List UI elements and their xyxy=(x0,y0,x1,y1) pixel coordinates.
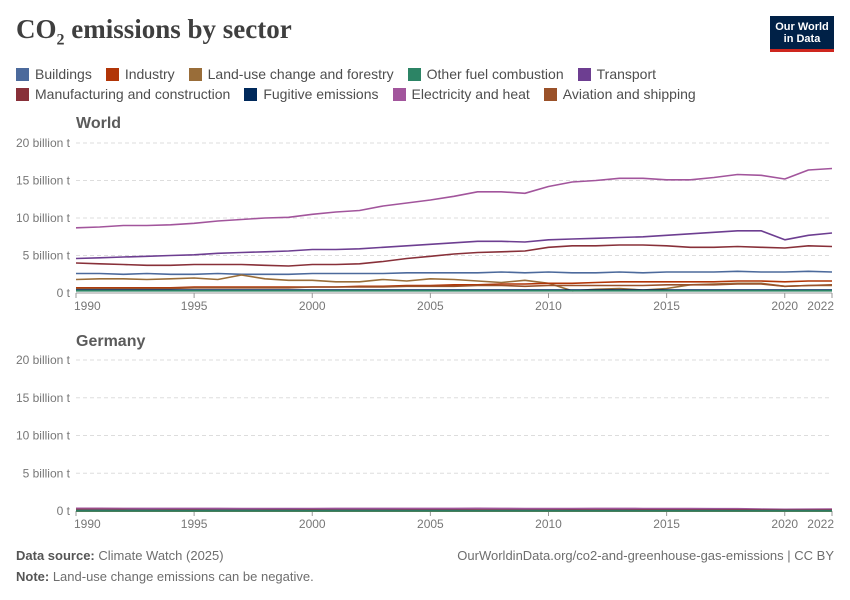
series-line-manufacturing-and-construction xyxy=(75,244,833,267)
x-tick-label: 2022 xyxy=(807,299,834,313)
title-co: CO xyxy=(16,14,57,44)
x-tick-label: 2015 xyxy=(653,299,680,313)
x-tick-label: 1990 xyxy=(74,299,101,313)
panel-title: Germany xyxy=(76,333,145,350)
x-tick-label: 2005 xyxy=(417,517,444,531)
legend-swatch xyxy=(577,67,591,81)
x-tick-label: 2020 xyxy=(771,299,798,313)
legend-item-aviation-and-shipping[interactable]: Aviation and shipping xyxy=(543,85,696,103)
panel-world: World 0 t 5 billion t 10 billion t 15 billio… xyxy=(16,115,834,313)
legend-swatch xyxy=(543,87,557,101)
legend-label: Transport xyxy=(596,66,657,82)
panel-title: World xyxy=(76,115,121,132)
logo-line-1: Our World xyxy=(775,21,829,33)
title-subscript: 2 xyxy=(56,31,65,49)
y-tick-label: 20 billion t xyxy=(16,136,71,150)
panel-germany: Germany 0 t 5 billion t 10 billion t 15 bill… xyxy=(16,333,834,531)
x-tick-label: 2020 xyxy=(771,517,798,531)
url-text: OurWorldinData.org/co2-and-greenhouse-ga… xyxy=(457,548,834,563)
legend-item-buildings[interactable]: Buildings xyxy=(16,65,92,83)
x-tick-label: 2010 xyxy=(535,299,562,313)
x-tick-label: 2015 xyxy=(653,517,680,531)
y-tick-label: 15 billion t xyxy=(16,391,71,405)
legend-label: Electricity and heat xyxy=(411,86,530,102)
legend-item-land-use-change-and-forestry[interactable]: Land-use change and forestry xyxy=(188,65,394,83)
logo-line-2: in Data xyxy=(783,33,821,45)
legend-item-manufacturing-and-construction[interactable]: Manufacturing and construction xyxy=(16,85,230,103)
legend-item-industry[interactable]: Industry xyxy=(105,65,175,83)
legend-item-other-fuel-combustion[interactable]: Other fuel combustion xyxy=(407,65,564,83)
owid-logo[interactable]: Our World in Data xyxy=(770,16,834,52)
legend-label: Other fuel combustion xyxy=(426,66,564,82)
series-line-transport xyxy=(75,230,833,260)
x-tick-label: 1995 xyxy=(181,299,208,313)
legend: Buildings Industry Land-use change and for… xyxy=(16,65,736,103)
source-value: Climate Watch (2025) xyxy=(94,548,224,563)
legend-swatch xyxy=(244,87,258,101)
y-tick-label: 5 billion t xyxy=(23,249,71,263)
x-tick-label: 1995 xyxy=(181,517,208,531)
legend-label: Fugitive emissions xyxy=(263,86,379,102)
series-line-aviation-and-shipping xyxy=(76,283,833,290)
y-tick-label: 10 billion t xyxy=(16,211,71,225)
legend-label: Buildings xyxy=(35,66,92,82)
legend-label: Aviation and shipping xyxy=(562,86,696,102)
y-tick-label: 15 billion t xyxy=(16,174,71,188)
legend-label: Land-use change and forestry xyxy=(207,66,394,82)
y-tick-label: 5 billion t xyxy=(23,466,71,480)
legend-label: Manufacturing and construction xyxy=(35,86,231,102)
y-tick-label: 20 billion t xyxy=(16,353,71,367)
x-tick-label: 1990 xyxy=(74,517,101,531)
x-tick-label: 2005 xyxy=(417,299,444,313)
legend-swatch xyxy=(392,87,406,101)
legend-swatch xyxy=(16,67,29,81)
legend-swatch xyxy=(105,67,119,81)
legend-swatch xyxy=(188,67,202,81)
note-value: Land-use change emissions can be negativ… xyxy=(49,569,314,584)
legend-swatch xyxy=(16,87,29,101)
chart-title: CO2 emissions by sector xyxy=(16,14,292,49)
source-label: Data source: xyxy=(16,548,95,563)
series-line-electricity-and-heat xyxy=(76,507,833,511)
y-tick-label: 10 billion t xyxy=(16,429,71,443)
legend-label: Industry xyxy=(124,66,175,82)
legend-item-transport[interactable]: Transport xyxy=(577,65,657,83)
series-line-buildings xyxy=(76,270,833,276)
legend-item-fugitive-emissions[interactable]: Fugitive emissions xyxy=(244,85,379,103)
source-url[interactable]: OurWorldinData.org/co2-and-greenhouse-ga… xyxy=(457,548,834,563)
x-tick-label: 2010 xyxy=(535,517,562,531)
y-tick-label: 0 t xyxy=(57,286,71,300)
data-source: Data source: Climate Watch (2025) xyxy=(16,548,224,563)
x-tick-label: 2000 xyxy=(299,517,326,531)
y-tick-label: 0 t xyxy=(57,504,71,518)
legend-swatch xyxy=(407,67,421,81)
legend-item-electricity-and-heat[interactable]: Electricity and heat xyxy=(392,85,530,103)
note: Note: Land-use change emissions can be n… xyxy=(16,569,314,584)
note-label: Note: xyxy=(16,569,50,584)
title-rest: emissions by sector xyxy=(64,14,292,44)
x-tick-label: 2000 xyxy=(299,299,326,313)
series-line-electricity-and-heat xyxy=(75,167,833,229)
x-tick-label: 2022 xyxy=(807,517,834,531)
